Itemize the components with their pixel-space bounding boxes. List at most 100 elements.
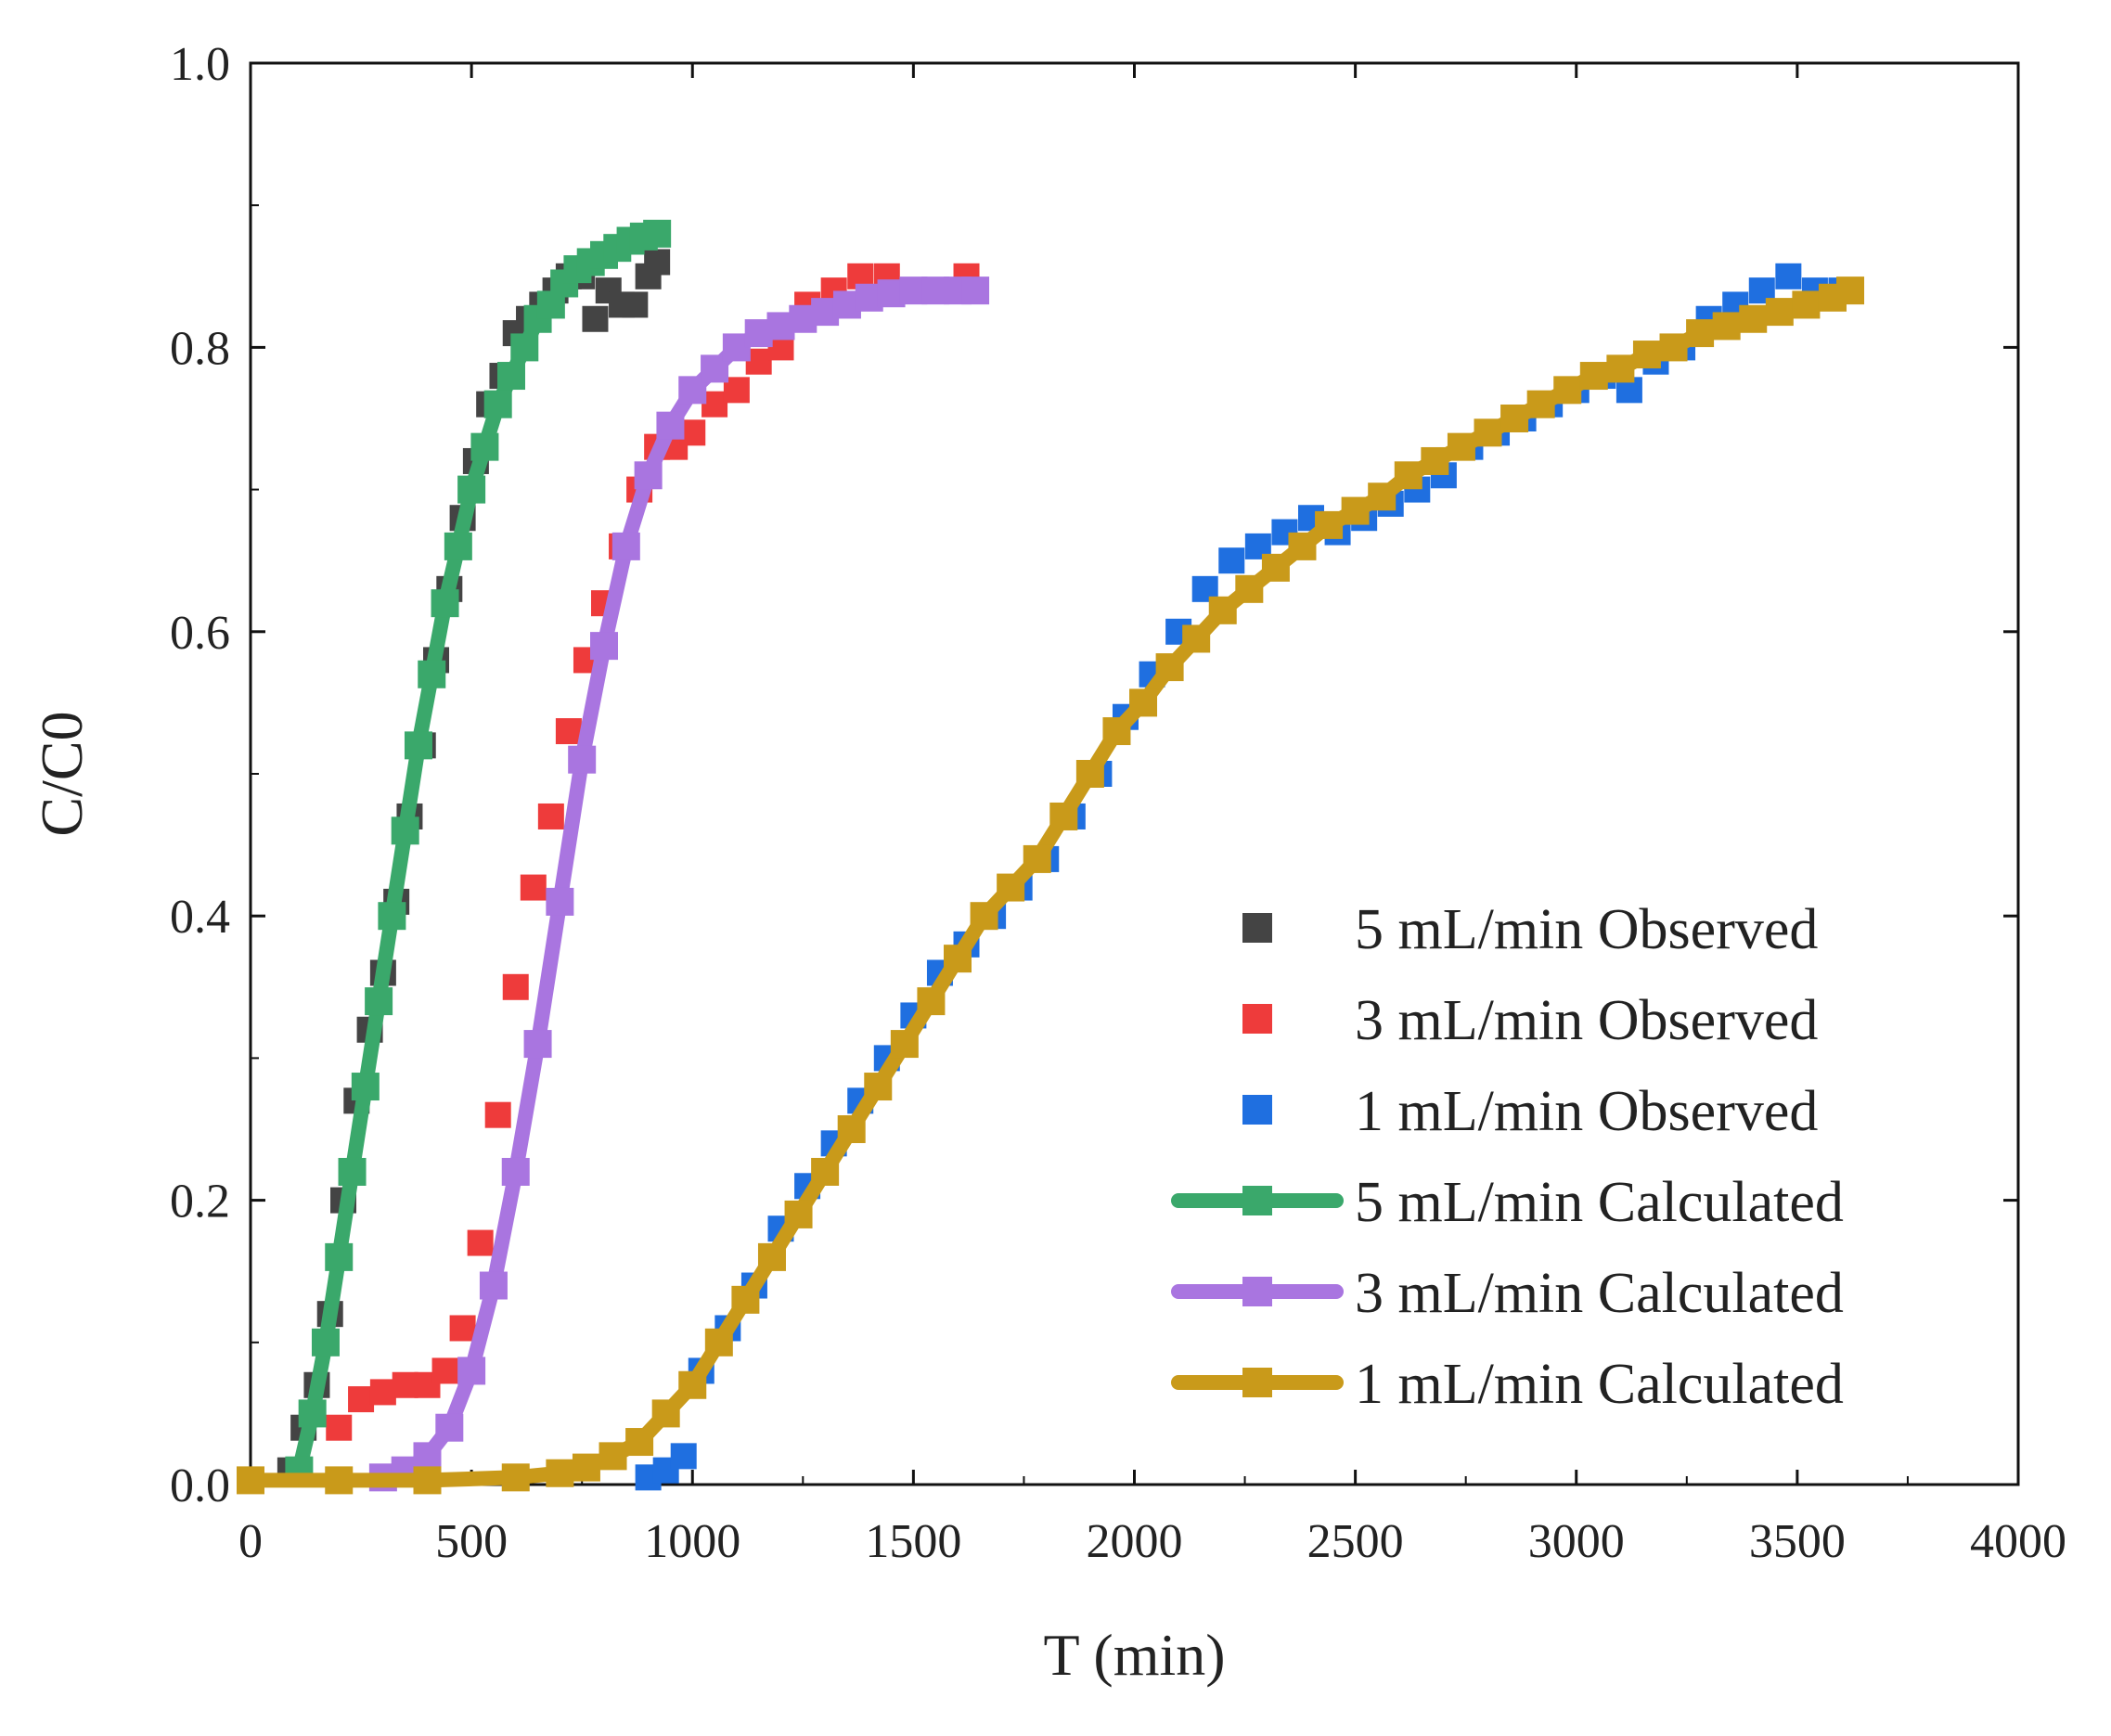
data-point [546, 1459, 574, 1487]
data-point [1102, 717, 1131, 746]
data-point [651, 1399, 680, 1428]
data-point [470, 432, 499, 461]
data-point [678, 1370, 707, 1399]
legend-item-1-ml-min-calculated: 1 mL/min Calculated [1171, 1353, 1844, 1416]
data-point [413, 1466, 442, 1495]
legend-marker [1242, 913, 1272, 943]
data-point [784, 1200, 813, 1228]
data-point [237, 1466, 264, 1495]
data-point [1288, 532, 1317, 560]
series-3-ml-min-observed [326, 263, 980, 1441]
data-point [582, 305, 609, 332]
y-axis-title: C/C0 [29, 711, 95, 836]
data-point [484, 1101, 511, 1128]
legend-label: 1 mL/min Observed [1355, 1080, 1818, 1143]
data-point [634, 461, 663, 490]
legend-label: 5 mL/min Calculated [1355, 1171, 1844, 1234]
y-tick-label: 0.0 [170, 1460, 230, 1512]
data-point [1686, 319, 1715, 348]
data-point [1023, 844, 1051, 873]
series-3-ml-min-calculated [368, 276, 990, 1492]
data-point [496, 362, 525, 391]
x-tick-label: 1000 [644, 1515, 740, 1568]
data-point [1182, 624, 1211, 653]
legend-item-5-ml-min-calculated: 5 mL/min Calculated [1171, 1171, 1844, 1234]
data-point [1421, 446, 1449, 475]
data-point [944, 945, 972, 973]
data-point [1341, 496, 1370, 525]
data-point [572, 1453, 600, 1482]
y-tick-label: 0.8 [170, 322, 230, 375]
axis-ticks: 0 500 1000 1500 2000 2500 3000 3500 4000 0.0 0.2 0.… [170, 38, 2066, 1568]
data-point [961, 276, 990, 305]
data-point [1526, 390, 1555, 418]
legend-label: 5 mL/min Observed [1355, 898, 1818, 961]
data-point [1792, 290, 1821, 319]
data-point [864, 1073, 893, 1101]
y-tick-label: 0.4 [170, 891, 230, 944]
data-point [523, 1030, 552, 1059]
legend-label: 1 mL/min Calculated [1355, 1353, 1844, 1416]
data-point [1218, 547, 1245, 574]
series-5-ml-min-calculated [285, 219, 672, 1485]
data-point [1712, 312, 1741, 341]
data-point [449, 1315, 476, 1342]
data-point [467, 1229, 494, 1256]
data-point [501, 1157, 530, 1186]
data-point [1775, 263, 1802, 289]
x-tick-label: 0 [238, 1515, 263, 1568]
data-point [546, 887, 574, 916]
legend: 5 mL/min Observed 3 mL/min Observed 1 mL/m… [1171, 898, 1844, 1416]
data-point [1075, 760, 1104, 788]
legend-marker [1242, 1095, 1272, 1125]
data-point [378, 902, 406, 931]
data-point [599, 1442, 627, 1471]
data-point [1553, 376, 1582, 405]
series-1-ml-min-calculated [237, 276, 1865, 1495]
y-tick-label: 0.6 [170, 607, 230, 660]
data-point [568, 745, 597, 774]
data-point [435, 1413, 464, 1442]
data-point [483, 390, 512, 418]
legend-item-3-ml-min-calculated: 3 mL/min Calculated [1171, 1262, 1844, 1325]
legend-label: 3 mL/min Observed [1355, 989, 1818, 1052]
data-point [404, 731, 432, 760]
data-point [338, 1157, 367, 1186]
data-point [1579, 362, 1608, 391]
data-point [298, 1399, 327, 1428]
data-point [431, 589, 459, 618]
data-point [510, 333, 539, 362]
data-point [611, 532, 640, 560]
data-point [670, 1443, 697, 1470]
data-point [457, 1357, 486, 1385]
data-point [351, 1073, 380, 1101]
legend-item-1-ml-min-observed: 1 mL/min Observed [1242, 1080, 1818, 1143]
data-point [1836, 276, 1865, 305]
data-point [520, 874, 547, 901]
legend-label: 3 mL/min Calculated [1355, 1262, 1844, 1325]
data-point [625, 1428, 654, 1457]
data-point [325, 1242, 354, 1271]
legend-item-3-ml-min-observed: 3 mL/min Observed [1242, 989, 1818, 1052]
data-point [391, 817, 419, 845]
data-point [326, 1414, 353, 1441]
x-tick-label: 2000 [1087, 1515, 1183, 1568]
x-tick-label: 4000 [1970, 1515, 2066, 1568]
data-point [970, 902, 998, 931]
data-point [501, 1463, 530, 1492]
data-point [890, 1030, 919, 1059]
data-point [1474, 418, 1502, 447]
data-point [392, 1371, 418, 1398]
data-point [444, 532, 472, 560]
data-point [1261, 553, 1290, 582]
legend-item-5-ml-min-observed: 5 mL/min Observed [1242, 898, 1818, 961]
legend-marker [1242, 1368, 1272, 1397]
data-point [643, 219, 672, 248]
data-point [1155, 653, 1184, 682]
data-point [418, 660, 446, 688]
data-point [431, 1357, 458, 1384]
data-point [311, 1328, 340, 1357]
x-tick-label: 3000 [1528, 1515, 1625, 1568]
data-point [502, 973, 529, 1000]
